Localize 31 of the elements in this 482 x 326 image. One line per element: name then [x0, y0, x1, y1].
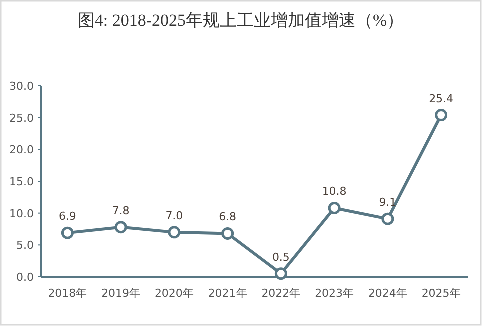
point [435, 109, 448, 122]
point [328, 202, 341, 214]
x-tick-label: 2022年 [262, 287, 301, 300]
x-tick-label: 2021年 [208, 287, 248, 300]
title: 图4: 2018-2025年规上工业增加值增速（%） [78, 11, 404, 30]
point [382, 212, 394, 226]
y-tick-label: 15.0 [10, 176, 34, 188]
y-tick-label: 25.0 [10, 112, 34, 125]
x-tick-label: 2024年 [368, 287, 408, 300]
y-tick-label: 0.0 [16, 271, 34, 284]
point [274, 268, 288, 280]
data-label: 10.8 [322, 185, 347, 198]
point [114, 221, 128, 234]
data-label: 6.9 [58, 210, 76, 224]
data-label: 7.8 [112, 204, 130, 218]
point [61, 226, 74, 240]
y-tick-label: 30.0 [10, 80, 34, 93]
point [222, 227, 234, 240]
x-tick-label: 2025年 [422, 287, 461, 300]
y-tick-label: 10.0 [10, 207, 34, 220]
data-label: 6.8 [219, 210, 237, 224]
x-tick-label: 2019年 [102, 287, 141, 300]
data-label: 25.4 [429, 92, 454, 106]
x-tick-label: 2020年 [154, 287, 194, 300]
point [168, 226, 181, 239]
data-label: 7.0 [166, 209, 184, 222]
x-tick-label: 2023年 [315, 287, 354, 300]
y-tick-label: 5.0 [16, 239, 34, 252]
y-tick-label: 20.0 [10, 144, 34, 157]
x-tick-label: 2018年 [48, 287, 88, 300]
data-label: 0.5 [272, 250, 290, 264]
